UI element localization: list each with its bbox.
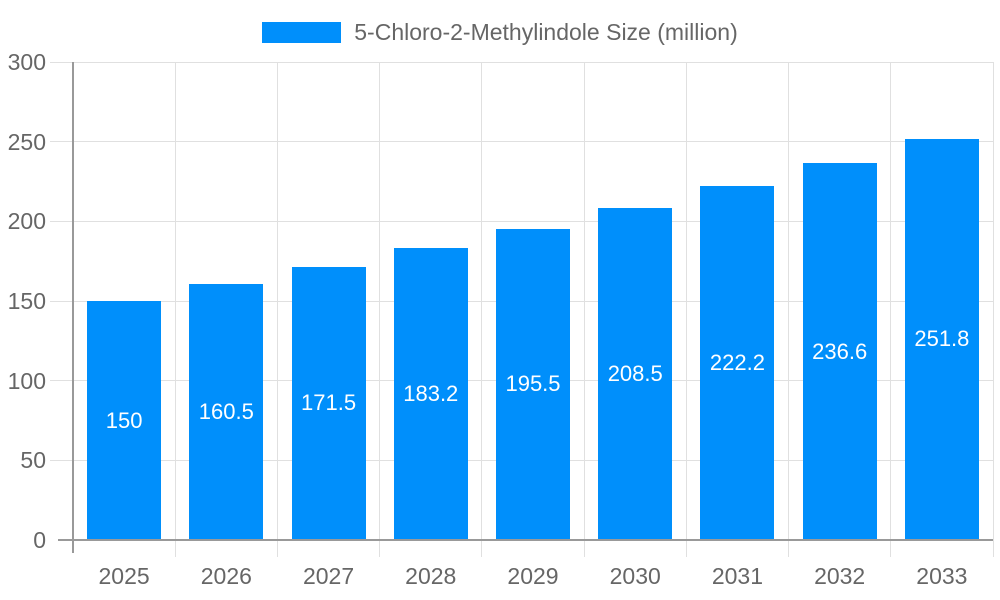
- bar-2030[interactable]: 208.5: [598, 207, 673, 540]
- bar-2029[interactable]: 195.5: [496, 228, 570, 540]
- gridline-vertical: [174, 62, 176, 557]
- bar-value-label: 208.5: [607, 360, 663, 386]
- x-axis-line: [58, 539, 993, 541]
- gridline-vertical: [583, 62, 585, 557]
- x-tick-label: 2027: [302, 563, 355, 589]
- legend-label: 5-Chloro-2-Methylindole Size (million): [354, 19, 738, 45]
- bar-value-label: 236.6: [812, 338, 868, 364]
- y-tick-label: 0: [33, 527, 46, 553]
- x-tick-label: 2026: [200, 563, 252, 589]
- x-tick-label: 2028: [405, 563, 457, 589]
- bar-2025[interactable]: 150: [87, 301, 162, 540]
- gridline-vertical: [890, 62, 892, 557]
- bar-value-label: 150: [105, 407, 143, 433]
- bar-2026[interactable]: 160.5: [189, 284, 264, 540]
- gridline-horizontal: [50, 141, 993, 143]
- legend[interactable]: 5-Chloro-2-Methylindole Size (million): [0, 19, 1000, 46]
- bar-value-label: 195.5: [505, 371, 561, 397]
- x-tick-label: 2029: [507, 563, 559, 589]
- gridline-vertical: [685, 62, 687, 557]
- plot-area: 150 160.5 171.5 183.2 195.5 208.5 222.2 236.6 25…: [50, 61, 994, 557]
- bar-2028[interactable]: 183.2: [393, 248, 468, 540]
- y-tick-label: 200: [7, 208, 46, 235]
- bar-value-label: 222.2: [709, 349, 765, 375]
- gridline-vertical: [379, 62, 381, 557]
- x-tick-label: 2030: [609, 563, 661, 589]
- y-tick-label: 100: [7, 367, 46, 394]
- gridline-vertical: [788, 62, 790, 557]
- gridline-vertical: [276, 62, 278, 557]
- x-tick-label: 2031: [711, 563, 764, 589]
- y-axis-line: [72, 62, 74, 553]
- bar-2033[interactable]: 251.8: [904, 138, 979, 540]
- x-tick-label: 2033: [916, 563, 968, 589]
- y-tick-label: 300: [7, 49, 46, 75]
- gridline-vertical: [481, 62, 483, 557]
- gridline-horizontal: [50, 220, 993, 222]
- legend-swatch-icon: [262, 22, 342, 43]
- bar-value-label: 171.5: [301, 390, 357, 416]
- bar-2032[interactable]: 236.6: [802, 163, 877, 540]
- y-tick-label: 150: [7, 288, 46, 314]
- bar-value-label: 183.2: [403, 381, 459, 407]
- gridline-vertical: [992, 62, 994, 557]
- x-tick-label: 2025: [98, 563, 150, 589]
- x-tick-label: 2032: [814, 563, 866, 589]
- gridline-horizontal: [50, 61, 993, 63]
- bar-value-label: 251.8: [914, 326, 970, 352]
- y-tick-label: 50: [20, 447, 46, 474]
- bar-2027[interactable]: 171.5: [291, 266, 366, 540]
- bar-value-label: 160.5: [198, 399, 254, 425]
- y-tick-label: 250: [7, 128, 46, 155]
- bar-2031[interactable]: 222.2: [700, 185, 775, 540]
